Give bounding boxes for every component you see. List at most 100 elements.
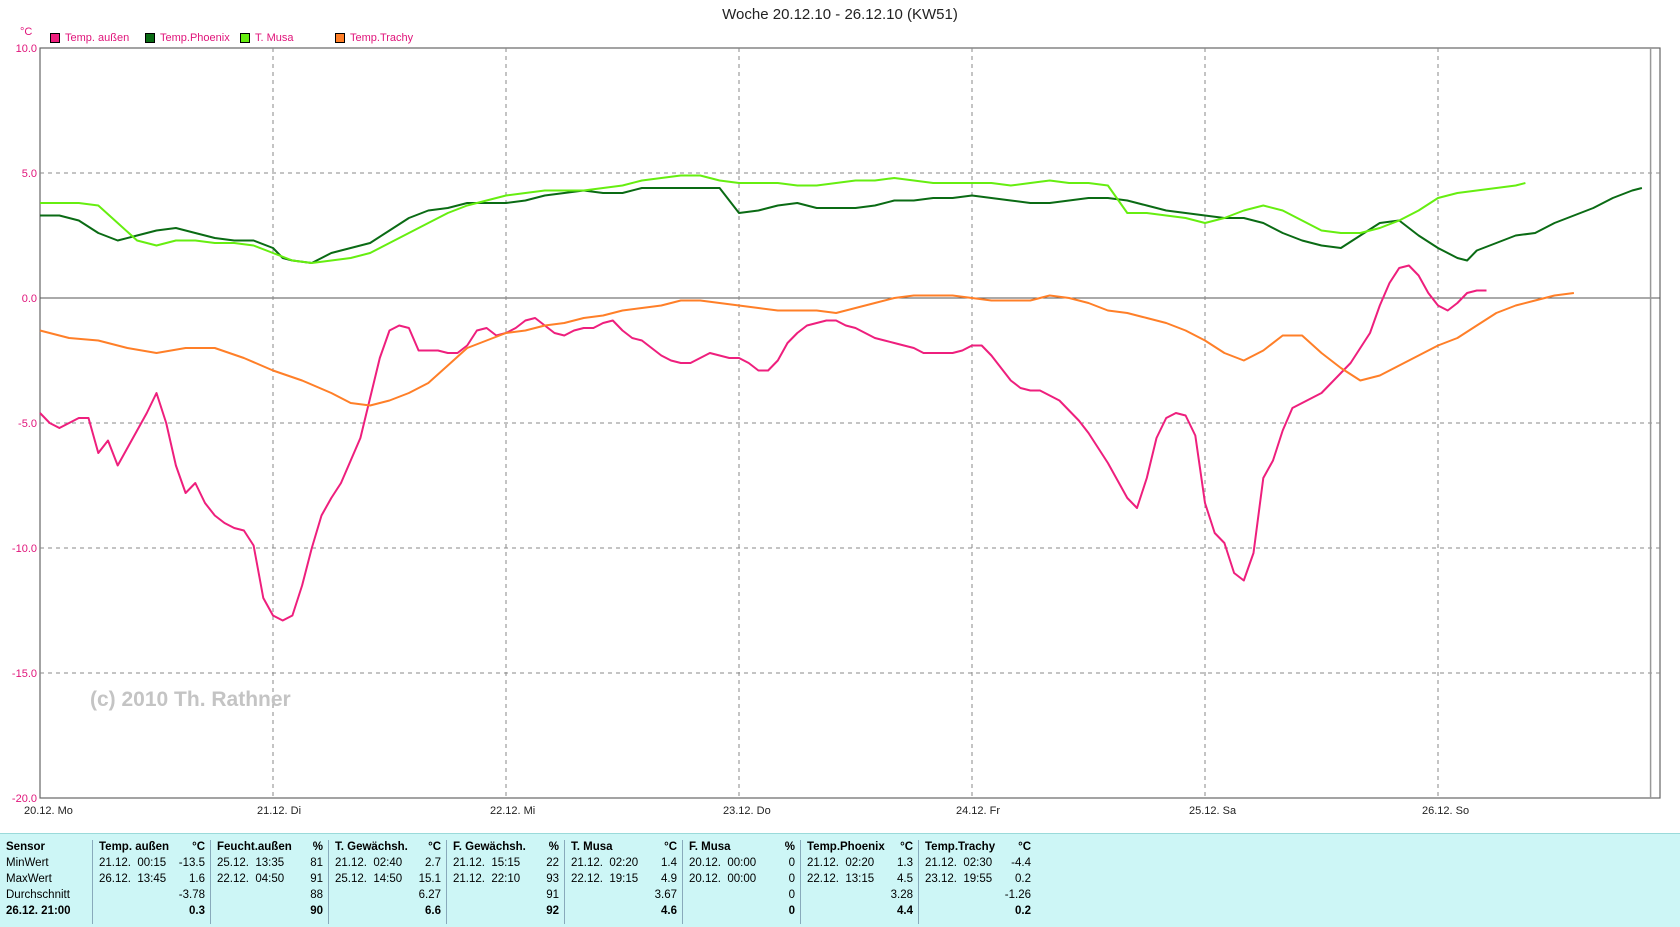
stat-cell-right: 1.6 [189, 873, 205, 885]
stat-cell-right: 0 [788, 889, 795, 901]
stat-cell-right: 3.28 [890, 889, 913, 901]
stats-current: 4.4 [801, 904, 919, 920]
legend-swatch [50, 33, 60, 43]
stats-max: 26.12. 13:45 1.6 [93, 872, 211, 888]
stat-cell-right: 4.5 [897, 873, 913, 885]
stat-cell-left: Temp.Trachy [925, 841, 996, 853]
stat-cell-left: F. Gewächsh. [453, 841, 526, 853]
series-line-temp-au-en [39, 264, 1487, 622]
stats-panel: Sensor MinWert MaxWert Durchschnitt 26.12. 2… [0, 833, 1680, 927]
stat-cell-left: 21.12. 15:15 [453, 857, 521, 869]
stats-avg: 91 [447, 888, 565, 904]
stats-header: Temp.Trachy °C [919, 840, 1037, 856]
stat-cell-right: °C [428, 841, 441, 853]
y-tick-label: 5.0 [22, 168, 37, 180]
y-tick-label: -5.0 [18, 418, 37, 430]
x-tick-label: 25.12. Sa [1189, 805, 1237, 817]
stat-cell-left: 20.12. 00:00 [689, 857, 757, 869]
series-line-t-musa [40, 174, 1526, 264]
stat-cell-right: 4.9 [661, 873, 677, 885]
stat-cell-right: 22 [546, 857, 559, 869]
stat-cell-left: 21.12. 02:20 [571, 857, 639, 869]
stats-header: T. Musa °C [565, 840, 683, 856]
x-tick-label: 22.12. Mi [490, 805, 535, 817]
stat-cell-left: Temp.Phoenix [807, 841, 885, 853]
stats-current: 92 [447, 904, 565, 920]
x-tick-label: 20.12. Mo [24, 805, 73, 817]
legend-item: Temp.Trachy [335, 32, 413, 44]
stats-avg: 3.28 [801, 888, 919, 904]
stats-column: T. Musa °C 21.12. 02:20 1.4 22.12. 19:15 4.9 3… [564, 840, 683, 924]
stat-cell-right: -1.26 [1004, 889, 1031, 901]
stats-avg: 3.67 [565, 888, 683, 904]
x-tick-label: 23.12. Do [723, 805, 771, 817]
stats-avg: -3.78 [93, 888, 211, 904]
stats-min: 21.12. 02:40 2.7 [329, 856, 447, 872]
stats-max: 21.12. 22:10 93 [447, 872, 565, 888]
x-tick-label: 26.12. So [1422, 805, 1469, 817]
stat-cell-left: 21.12. 02:40 [335, 857, 403, 869]
stat-cell-right: 0.2 [1015, 905, 1031, 917]
legend-label: T. Musa [255, 32, 294, 44]
stats-min: 21.12. 15:15 22 [447, 856, 565, 872]
stat-cell-right: 91 [310, 873, 323, 885]
stats-avg: -1.26 [919, 888, 1037, 904]
stat-cell-right: -3.78 [178, 889, 205, 901]
stat-cell-right: -4.4 [1011, 857, 1031, 869]
stat-cell-left: 22.12. 04:50 [217, 873, 285, 885]
stats-column: Temp.Trachy °C 21.12. 02:30 -4.4 23.12. 19:5… [918, 840, 1037, 924]
chart-plot: 10.0 5.0 0.0 -5.0 -10.0 -15.0 -20.020.12. Mo 21… [12, 43, 1661, 817]
stat-cell-left: 26.12. 21:00 [6, 905, 71, 917]
stats-column: T. Gewächsh. °C 21.12. 02:40 2.7 25.12. 14:5… [328, 840, 447, 924]
y-tick-label: 10.0 [16, 43, 37, 55]
stat-cell-left: 21.12. 02:20 [807, 857, 875, 869]
stat-cell-right: % [312, 841, 323, 853]
stat-cell-right: 81 [310, 857, 323, 869]
stats-header: Temp. außen °C [93, 840, 211, 856]
stat-cell-right: 6.6 [425, 905, 441, 917]
stat-cell-right: 6.27 [418, 889, 441, 901]
stat-cell-right: 90 [310, 905, 323, 917]
y-axis-unit-label: °C [20, 26, 33, 38]
stats-min: 25.12. 13:35 81 [211, 856, 329, 872]
stats-current: 0.3 [93, 904, 211, 920]
y-tick-label: 0.0 [22, 293, 37, 305]
stat-cell-right: 4.6 [661, 905, 677, 917]
stat-cell-right: 15.1 [418, 873, 441, 885]
stat-cell-left: Feucht.außen [217, 841, 292, 853]
stat-cell-left: 26.12. 13:45 [99, 873, 167, 885]
stat-cell-right: 93 [546, 873, 559, 885]
stat-cell-left: 22.12. 13:15 [807, 873, 875, 885]
stat-cell-right: 92 [546, 905, 559, 917]
stat-cell-right: 88 [310, 889, 323, 901]
stats-avg: 88 [211, 888, 329, 904]
stats-column: Feucht.außen% 25.12. 13:35 81 22.12. 04:50 9… [210, 840, 329, 924]
stats-min: 21.12. 00:15 -13.5 [93, 856, 211, 872]
stat-cell-left: 20.12. 00:00 [689, 873, 757, 885]
stat-cell-right: 0.3 [189, 905, 205, 917]
stat-cell-right: 0.2 [1015, 873, 1031, 885]
stats-max: 23.12. 19:55 0.2 [919, 872, 1037, 888]
stat-cell-left: 21.12. 00:15 [99, 857, 167, 869]
stat-cell-left: Durchschnitt [6, 889, 70, 901]
chart-title: Woche 20.12.10 - 26.12.10 (KW51) [722, 6, 958, 23]
legend-swatch [335, 33, 345, 43]
legend-item: T. Musa [240, 32, 294, 44]
stats-max: 20.12. 00:00 0 [683, 872, 801, 888]
stats-max: 22.12. 19:15 4.9 [565, 872, 683, 888]
stat-cell-left: T. Musa [571, 841, 613, 853]
stat-cell-left: 21.12. 02:30 [925, 857, 993, 869]
y-tick-label: -10.0 [12, 543, 37, 555]
stats-current: 90 [211, 904, 329, 920]
stats-current: 6.6 [329, 904, 447, 920]
stats-row-label: Durchschnitt [0, 888, 92, 904]
legend-label: Temp.Trachy [350, 32, 414, 44]
stat-cell-right: % [784, 841, 795, 853]
stat-cell-right: 4.4 [897, 905, 913, 917]
stats-row-label: MaxWert [0, 872, 92, 888]
stats-column: F. Musa% 20.12. 00:00 0 20.12. 00:00 0 0 0 [682, 840, 801, 924]
stat-cell-right: 0 [788, 905, 795, 917]
stats-column: F. Gewächsh.% 21.12. 15:15 22 21.12. 22:10 9… [446, 840, 565, 924]
stats-column: Temp.Phoenix °C 21.12. 02:20 1.3 22.12. 13:1… [800, 840, 919, 924]
legend-item: Temp. außen [50, 32, 129, 44]
